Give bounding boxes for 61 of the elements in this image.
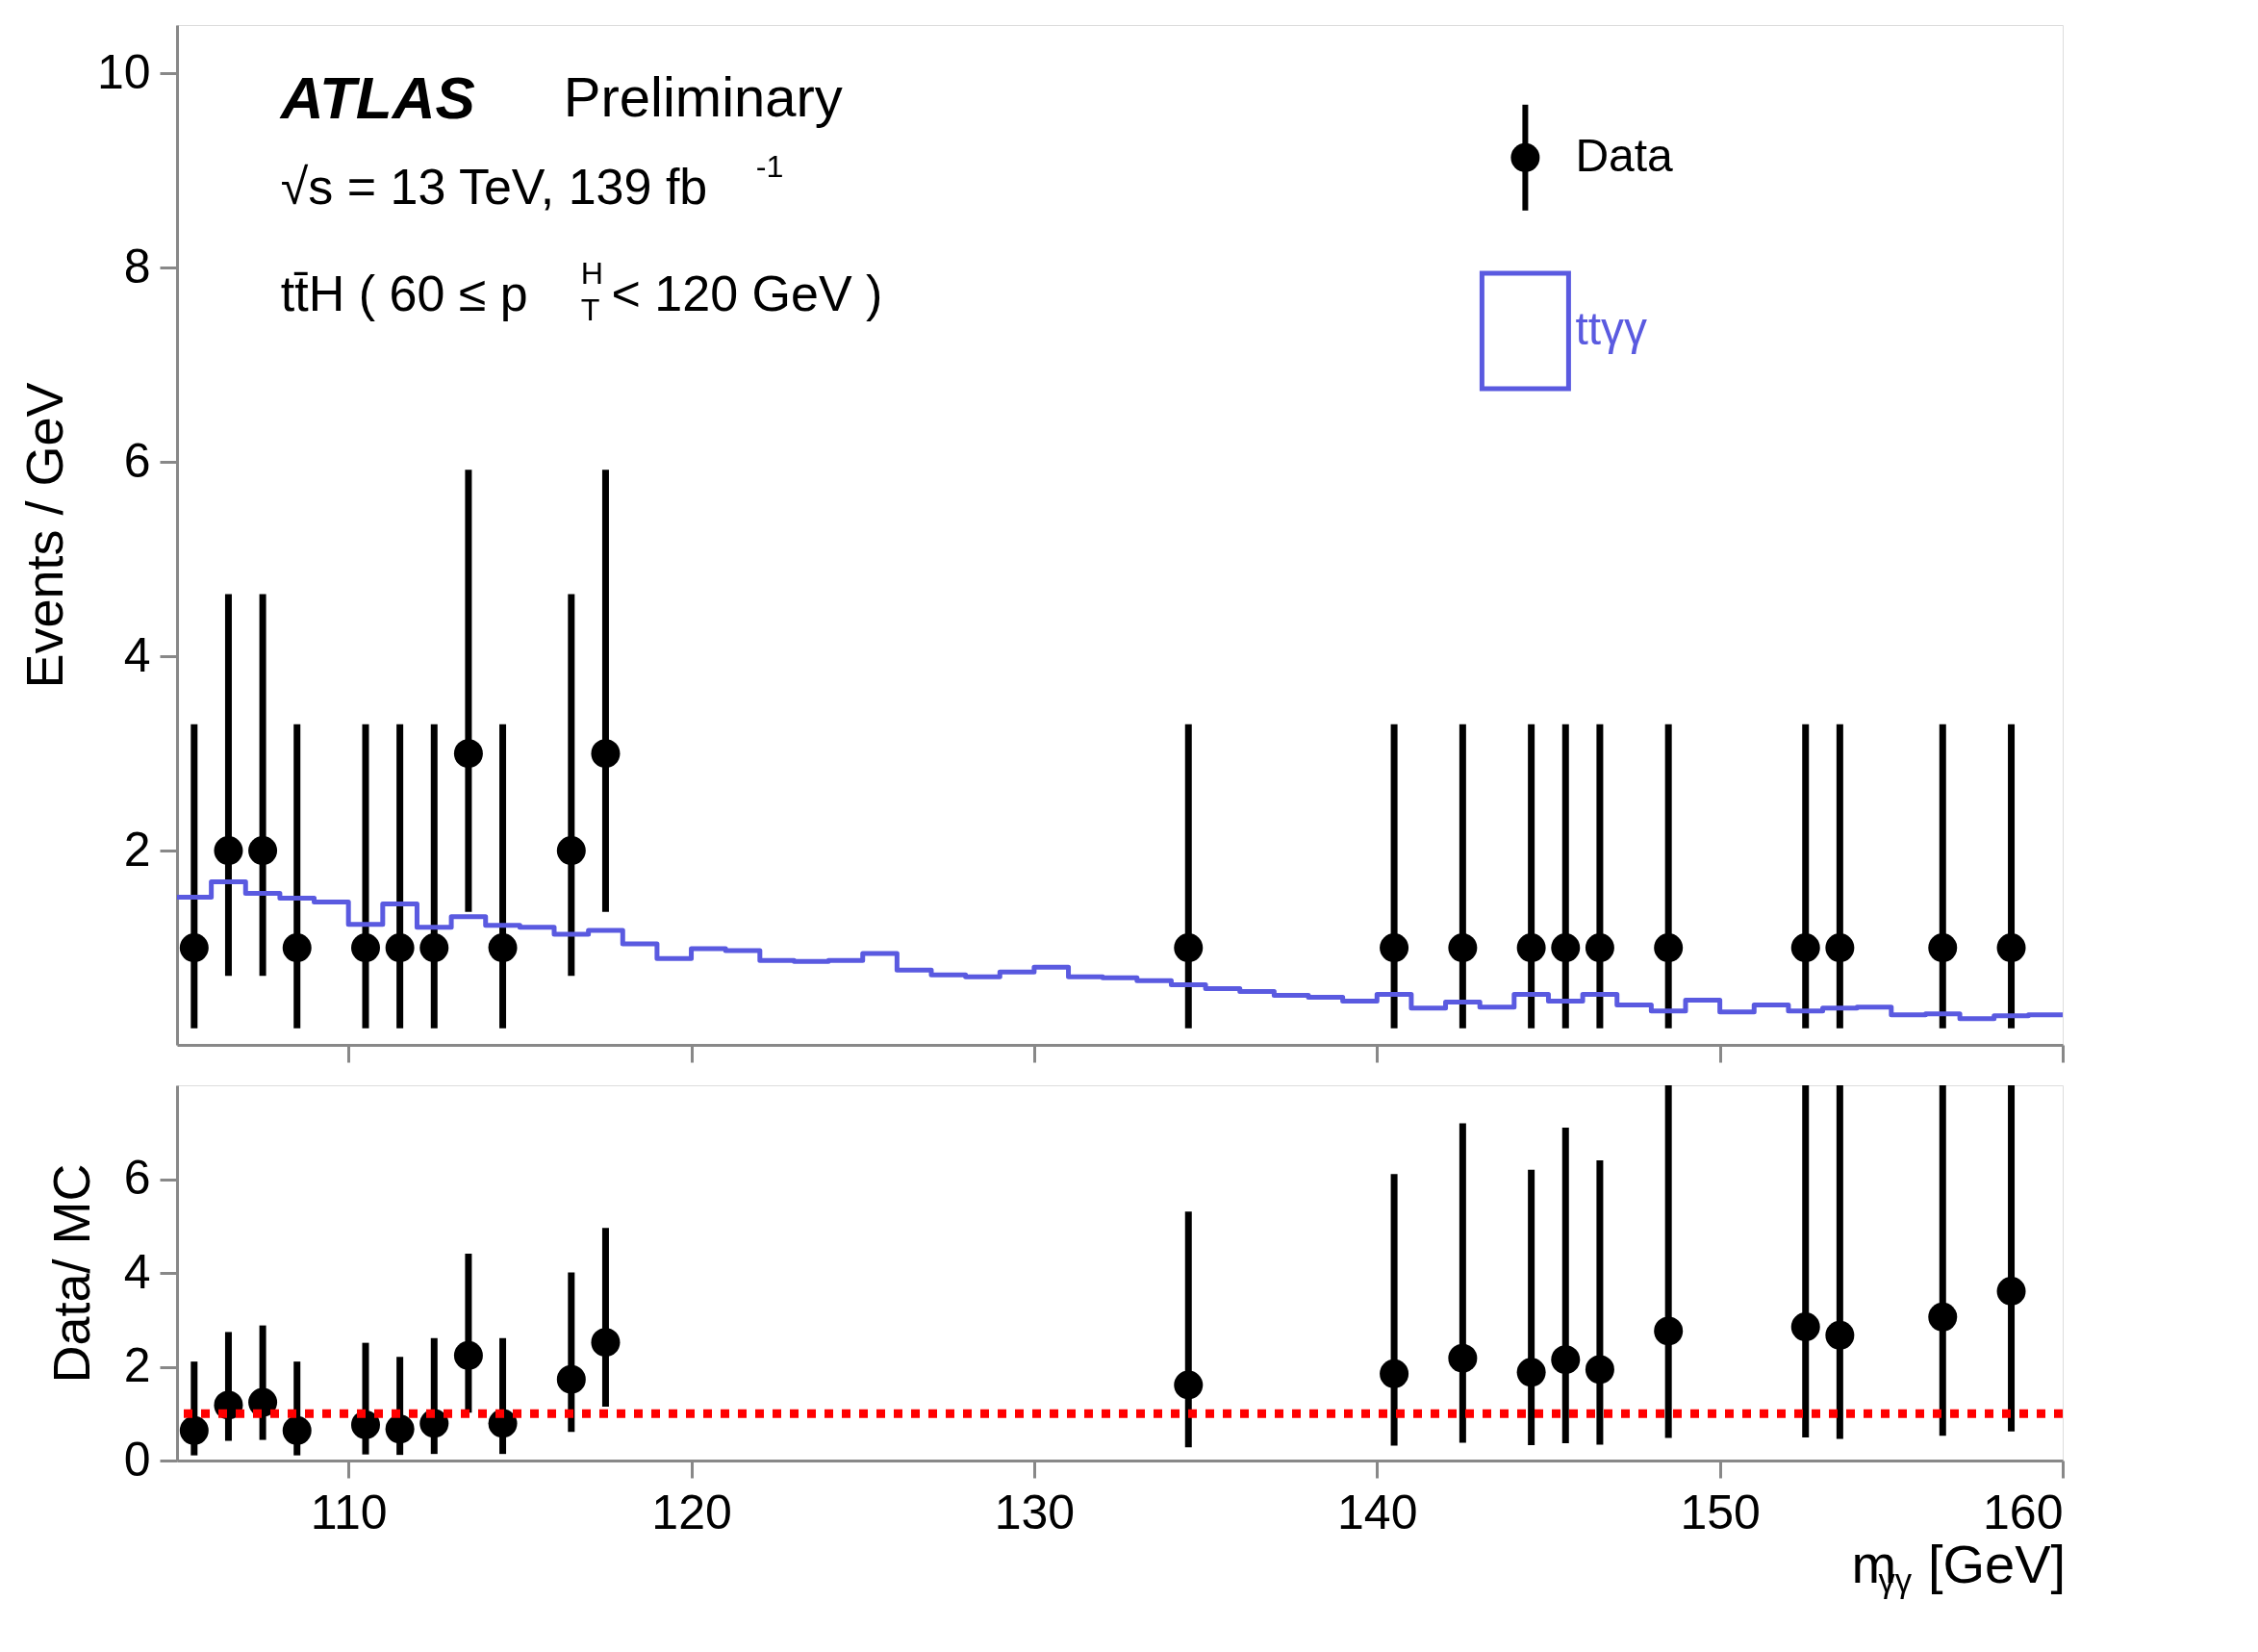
point xyxy=(1825,1320,1855,1350)
y-tick-label: 0 xyxy=(123,1432,151,1487)
point xyxy=(591,1328,621,1358)
annotation: √s = 13 TeV, 139 fb-1 xyxy=(280,148,784,215)
point xyxy=(1380,1359,1409,1388)
x-tick-label: 110 xyxy=(310,1485,388,1539)
annotation: Preliminary xyxy=(563,65,843,129)
point xyxy=(179,1415,209,1445)
annotation: ATLAS xyxy=(278,64,475,132)
x-tick-label: 140 xyxy=(1337,1485,1418,1539)
y-tick-label: 4 xyxy=(123,627,151,682)
point xyxy=(1790,933,1820,963)
point xyxy=(591,739,621,769)
y-tick-label: 4 xyxy=(123,1244,151,1299)
point xyxy=(1585,1355,1614,1385)
y-tick-label: 6 xyxy=(123,1151,151,1205)
point xyxy=(214,836,243,866)
point xyxy=(1174,933,1204,963)
point xyxy=(419,933,449,963)
point xyxy=(385,1414,415,1444)
y-axis-title: Data/ MC xyxy=(41,1163,100,1384)
y-tick-label: 2 xyxy=(123,822,151,877)
point xyxy=(453,1340,483,1370)
point xyxy=(1928,933,1958,963)
x-tick-label: 160 xyxy=(1983,1485,2064,1539)
point xyxy=(248,836,278,866)
point xyxy=(488,933,518,963)
point xyxy=(351,933,380,963)
point xyxy=(179,933,209,963)
point xyxy=(1380,933,1409,963)
y-tick-label: 6 xyxy=(123,433,151,488)
y-axis-title: Events / GeV xyxy=(14,382,73,689)
x-tick-label: 150 xyxy=(1680,1485,1761,1539)
point xyxy=(1996,933,2026,963)
point xyxy=(1825,933,1855,963)
point xyxy=(1448,933,1478,963)
point xyxy=(1790,1312,1820,1342)
point xyxy=(1551,1345,1581,1375)
point xyxy=(1654,933,1684,963)
point xyxy=(556,1364,586,1394)
point xyxy=(1516,1358,1546,1387)
point xyxy=(1585,933,1614,963)
point xyxy=(1996,1277,2026,1306)
point xyxy=(282,933,312,963)
point xyxy=(1654,1316,1684,1346)
point xyxy=(1551,933,1581,963)
legend-label: Data xyxy=(1575,129,1674,181)
text: ttγγ xyxy=(1575,303,1648,354)
x-tick-label: 130 xyxy=(994,1485,1076,1539)
point xyxy=(282,1415,312,1445)
point xyxy=(453,739,483,769)
point xyxy=(1448,1343,1478,1373)
y-tick-label: 8 xyxy=(123,239,151,293)
point xyxy=(556,836,586,866)
x-tick-label: 120 xyxy=(651,1485,732,1539)
point xyxy=(385,933,415,963)
y-tick-label: 2 xyxy=(123,1338,151,1392)
y-tick-label: 10 xyxy=(96,44,151,99)
point xyxy=(1928,1302,1958,1332)
point xyxy=(1516,933,1546,963)
point xyxy=(1174,1370,1204,1400)
